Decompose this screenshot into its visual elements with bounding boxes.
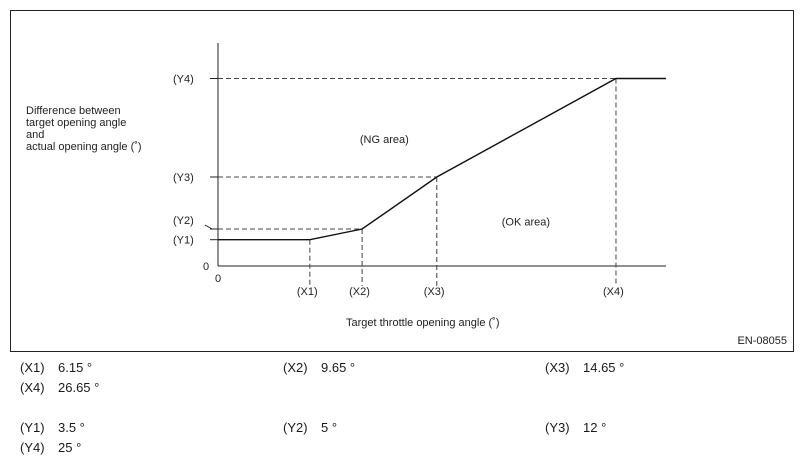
legend-entry: (Y2) 5 °: [283, 420, 337, 435]
legend-entry: (Y1) 3.5 °: [20, 420, 85, 435]
x-tick-label: (X3): [424, 286, 445, 298]
legend-key: (X4): [20, 380, 45, 395]
x-tick-label: (X2): [349, 286, 370, 298]
area-annotation: (OK area): [502, 217, 550, 229]
y-origin-label: 0: [203, 261, 209, 273]
x-axis-label: Target throttle opening angle (˚): [346, 317, 499, 329]
legend-entry: (X4) 26.65 °: [20, 380, 99, 395]
legend-key: (X3): [545, 360, 570, 375]
legend-entry: (X1) 6.15 °: [20, 360, 92, 375]
legend-entry: (X3) 14.65 °: [545, 360, 624, 375]
legend-entry: (Y3) 12 °: [545, 420, 606, 435]
area-annotation: (NG area): [360, 134, 409, 146]
legend-entry: (X2) 9.65 °: [283, 360, 355, 375]
y-axis-label-line: Difference between: [26, 105, 121, 117]
legend-key: (Y2): [283, 420, 308, 435]
y2-leader: [204, 224, 213, 230]
legend-value: 26.65 °: [58, 380, 100, 395]
y-tick-label: (Y3): [173, 172, 194, 184]
legend-key: (X2): [283, 360, 308, 375]
series-line: [218, 77, 666, 241]
legend-value: 14.65 °: [583, 360, 625, 375]
legend-entry: (Y4) 25 °: [20, 440, 81, 455]
figure-id: EN-08055: [737, 335, 787, 347]
legend-value: 3.5 °: [58, 420, 85, 435]
chart-svg: 00 (Y1) (Y2) (Y3) (Y4) (X1) (X2) (X3) (X4) (NG ar…: [26, 43, 666, 329]
y-tick-label: (Y1): [173, 235, 194, 247]
y-tick-label: (Y4): [173, 74, 194, 86]
x-tick-label: (X4): [603, 286, 624, 298]
y-axis-label-line: target opening angle: [26, 117, 126, 129]
x-tick-label: (X1): [297, 286, 318, 298]
legend-value: 5 °: [321, 420, 338, 435]
legend-value: 9.65 °: [321, 360, 356, 375]
legend-key: (Y4): [20, 440, 45, 455]
x-origin-label: 0: [215, 273, 221, 285]
legend-value: 6.15 °: [58, 360, 93, 375]
legend-key: (Y1): [20, 420, 45, 435]
legend-key: (X1): [20, 360, 45, 375]
chart-frame: 0 0 (Y1) (Y2) (Y3) (Y4) (X1) (X2) (X3) (X4) (NG ar…: [10, 10, 794, 352]
y-axis-label-line: actual opening angle (˚): [26, 141, 142, 153]
legend-value: 25 °: [58, 440, 82, 455]
legend-key: (Y3): [545, 420, 570, 435]
y-tick-label: (Y2): [173, 215, 194, 227]
legend-value: 12 °: [583, 420, 607, 435]
y-axis-label-line: and: [26, 129, 44, 141]
